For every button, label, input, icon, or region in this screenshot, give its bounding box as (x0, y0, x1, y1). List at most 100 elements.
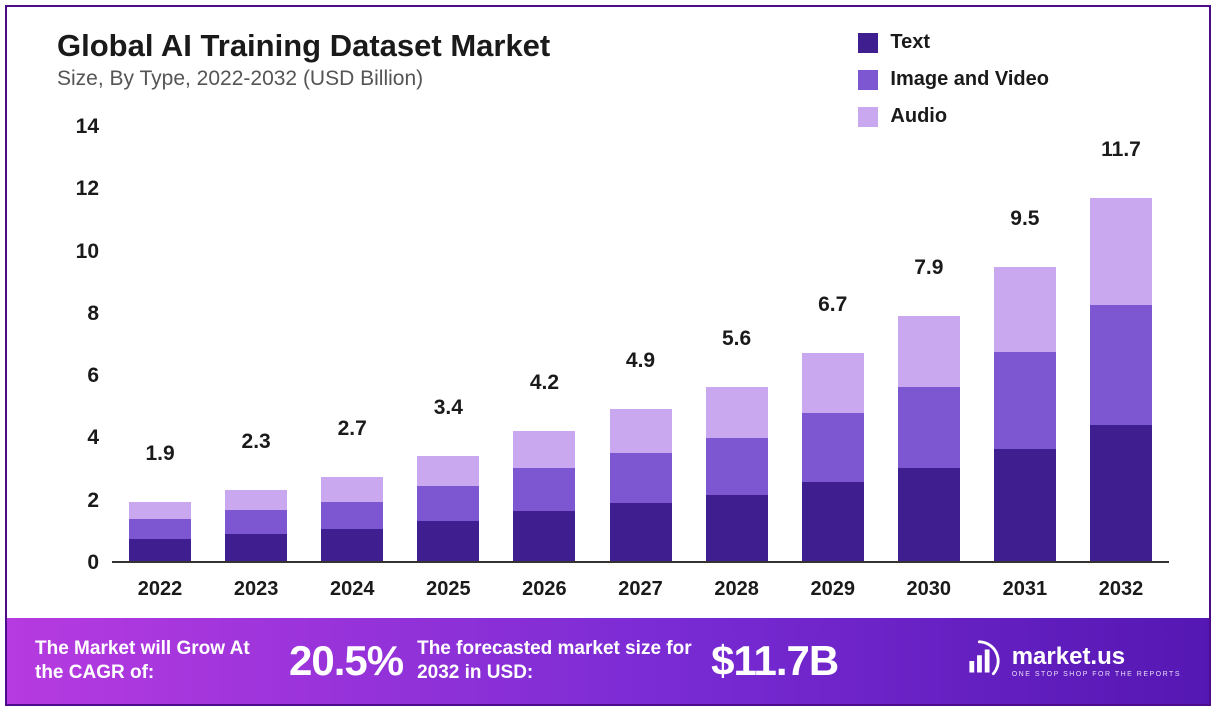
bar-segment (898, 468, 960, 561)
bar-segment (417, 456, 479, 486)
forecast-label: The forecasted market size for 2032 in U… (417, 637, 697, 685)
bar-segment (1090, 305, 1152, 425)
y-axis: 02468101214 (57, 127, 107, 563)
bar-segment (610, 409, 672, 453)
cagr-label: The Market will Grow At the CAGR of: (35, 637, 275, 685)
brand-logo: market.us ONE STOP SHOP FOR THE REPORTS (956, 638, 1181, 684)
bar-segment (802, 413, 864, 482)
bar-segment (994, 352, 1056, 449)
legend-item: Image and Video (858, 68, 1049, 91)
bar-segment (513, 431, 575, 469)
x-tick-label: 2030 (881, 578, 977, 601)
x-tick-label: 2022 (112, 578, 208, 601)
bar-segment (994, 267, 1056, 353)
bar-segment (321, 529, 383, 561)
x-tick-label: 2028 (689, 578, 785, 601)
bar-total-label: 11.7 (1101, 138, 1141, 168)
bar-stack (225, 490, 287, 561)
y-tick-label: 6 (87, 364, 99, 388)
y-tick-label: 2 (87, 489, 99, 513)
bar-segment (129, 539, 191, 561)
y-tick-label: 4 (87, 426, 99, 450)
y-tick-label: 14 (76, 115, 99, 139)
bar-stack (802, 353, 864, 561)
bar-slot: 6.7 (785, 127, 881, 561)
bar-stack (994, 267, 1056, 561)
x-tick-label: 2024 (304, 578, 400, 601)
bar-stack (898, 316, 960, 561)
legend-item: Text (858, 31, 1049, 54)
forecast-value: $11.7B (711, 637, 838, 685)
x-tick-label: 2026 (496, 578, 592, 601)
bar-total-label: 4.2 (530, 371, 559, 401)
bar-segment (610, 453, 672, 503)
logo-text: market.us ONE STOP SHOP FOR THE REPORTS (1012, 645, 1181, 678)
y-tick-label: 10 (76, 240, 99, 264)
bar-segment (802, 353, 864, 413)
bar-slot: 4.2 (496, 127, 592, 561)
bar-stack (610, 409, 672, 561)
bar-slot: 5.6 (689, 127, 785, 561)
logo-name: market.us (1012, 645, 1181, 669)
bar-total-label: 4.9 (626, 349, 655, 379)
bar-stack (417, 456, 479, 561)
x-tick-label: 2031 (977, 578, 1073, 601)
bar-segment (513, 468, 575, 511)
bar-total-label: 1.9 (145, 442, 174, 472)
bar-segment (898, 316, 960, 387)
bar-slot: 11.7 (1073, 127, 1169, 561)
x-tick-label: 2023 (208, 578, 304, 601)
legend-item: Audio (858, 105, 1049, 128)
bar-slot: 2.7 (304, 127, 400, 561)
bar-total-label: 2.3 (242, 430, 271, 460)
bar-total-label: 7.9 (914, 256, 943, 286)
bar-stack (706, 387, 768, 561)
legend-swatch (858, 70, 878, 90)
bar-segment (225, 510, 287, 534)
chart-frame: Global AI Training Dataset Market Size, … (5, 5, 1211, 706)
bars-container: 1.9 2.3 2.73.4 4.2 4.9 5.6 6.7 7.9 9.5 11.7 (112, 127, 1169, 563)
legend-label: Image and Video (890, 68, 1049, 91)
bar-segment (129, 502, 191, 519)
bar-stack (321, 477, 383, 561)
bar-segment (706, 387, 768, 437)
header-row: Global AI Training Dataset Market Size, … (57, 29, 1169, 142)
chart-titles: Global AI Training Dataset Market Size, … (57, 29, 858, 91)
y-tick-label: 12 (76, 177, 99, 201)
bar-segment (417, 521, 479, 561)
y-tick-label: 8 (87, 302, 99, 326)
chart-title: Global AI Training Dataset Market (57, 29, 858, 63)
bar-segment (706, 438, 768, 495)
bar-stack (1090, 198, 1152, 561)
bar-slot: 4.9 (592, 127, 688, 561)
bar-segment (898, 387, 960, 468)
cagr-value: 20.5% (289, 637, 403, 685)
bar-total-label: 6.7 (818, 293, 847, 323)
bar-segment (417, 486, 479, 521)
bar-segment (225, 534, 287, 561)
logo-mark-icon (956, 638, 1002, 684)
bar-slot: 2.3 (208, 127, 304, 561)
bar-slot: 9.5 (977, 127, 1073, 561)
bar-segment (610, 503, 672, 561)
bar-total-label: 5.6 (722, 327, 751, 357)
chart-plot: 02468101214 1.92.32.73.44.24.95.66.77.99… (112, 127, 1169, 563)
bar-slot: 3.4 (400, 127, 496, 561)
bar-segment (321, 477, 383, 501)
chart-legend: Text Image and Video Audio (858, 29, 1169, 142)
x-tick-label: 2029 (785, 578, 881, 601)
bar-segment (1090, 425, 1152, 561)
legend-swatch (858, 33, 878, 53)
legend-label: Text (890, 31, 930, 54)
chart-subtitle: Size, By Type, 2022-2032 (USD Billion) (57, 67, 858, 91)
x-tick-label: 2025 (400, 578, 496, 601)
bar-segment (129, 519, 191, 539)
bar-segment (706, 495, 768, 561)
bar-segment (802, 482, 864, 561)
bar-segment (225, 490, 287, 510)
bar-stack (129, 502, 191, 561)
legend-label: Audio (890, 105, 947, 128)
x-tick-label: 2032 (1073, 578, 1169, 601)
chart-area: Global AI Training Dataset Market Size, … (7, 7, 1209, 618)
logo-tagline: ONE STOP SHOP FOR THE REPORTS (1012, 671, 1181, 678)
